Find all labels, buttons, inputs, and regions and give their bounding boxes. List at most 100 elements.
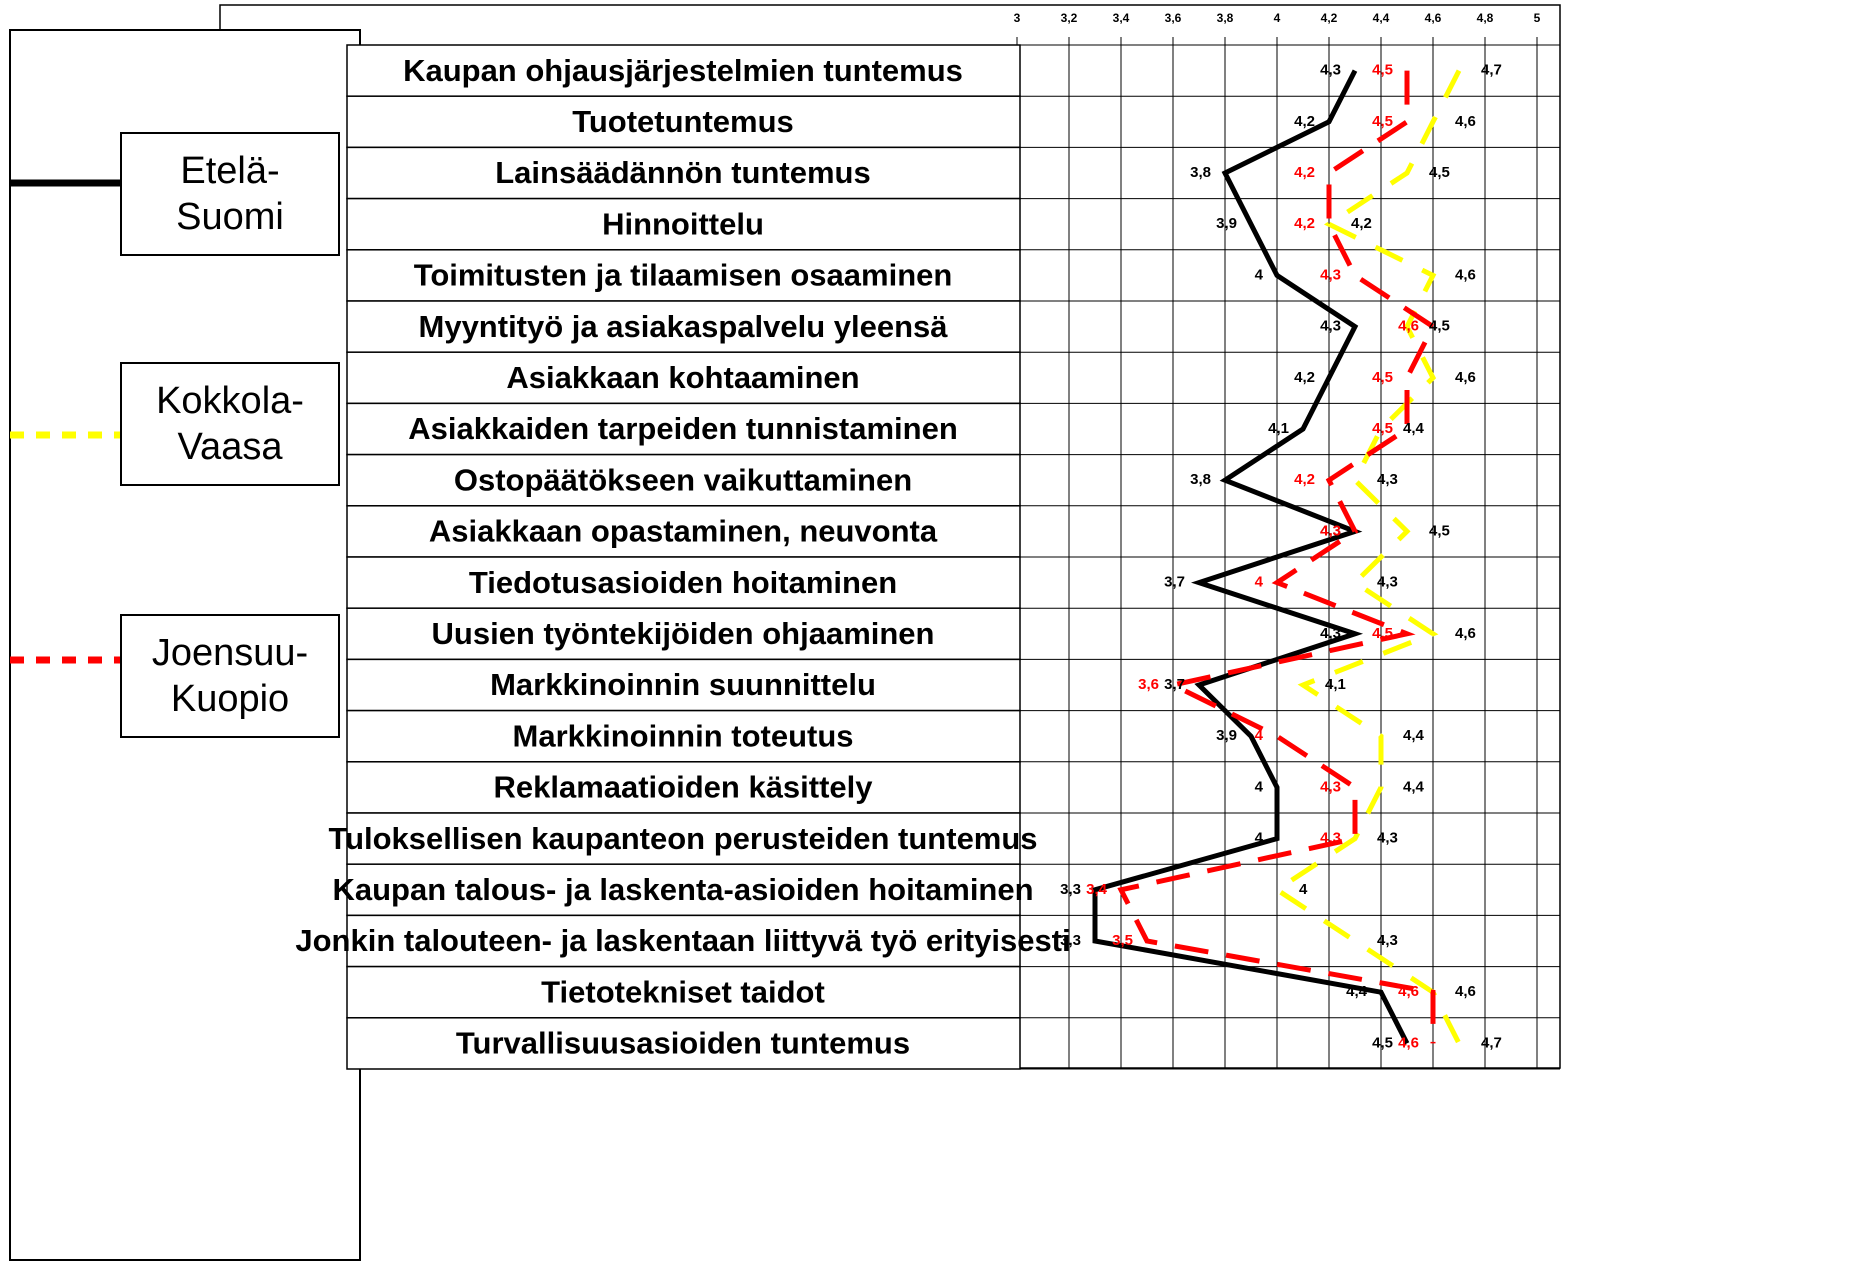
x-tick-label: 3,6 bbox=[1165, 11, 1182, 25]
category-label: Hinnoittelu bbox=[602, 206, 764, 241]
category-label: Tiedotusasioiden hoitaminen bbox=[469, 565, 897, 600]
data-label: 4,6 bbox=[1455, 113, 1476, 130]
category-box bbox=[346, 300, 1021, 353]
x-tick-label: 4 bbox=[1274, 11, 1281, 25]
data-label: 4,3 bbox=[1320, 266, 1341, 283]
data-label: 4,3 bbox=[1320, 830, 1341, 847]
data-label: 3,7 bbox=[1164, 574, 1185, 591]
data-label: 4,4 bbox=[1403, 420, 1425, 437]
data-label: 4,3 bbox=[1320, 522, 1341, 539]
category-label: Tietotekniset taidot bbox=[541, 974, 825, 1009]
category-box bbox=[346, 249, 1021, 302]
data-label: 4,6 bbox=[1398, 318, 1419, 335]
category-box bbox=[346, 761, 1021, 814]
data-label: 4 bbox=[1255, 778, 1264, 795]
category-label: Jonkin talouteen- ja laskentaan liittyvä… bbox=[295, 923, 1070, 958]
data-label: 4,3 bbox=[1377, 830, 1398, 847]
x-tick-label: 4,6 bbox=[1425, 11, 1442, 25]
data-label: 3,4 bbox=[1086, 881, 1108, 898]
x-tick-label: 5 bbox=[1534, 11, 1541, 25]
category-box bbox=[346, 95, 1021, 149]
data-label: 3,9 bbox=[1216, 215, 1237, 232]
data-label: 4 bbox=[1255, 266, 1264, 283]
category-label: Tuotetuntemus bbox=[572, 104, 794, 139]
data-label: 4,5 bbox=[1372, 625, 1393, 642]
x-tick-label: 3,8 bbox=[1217, 11, 1234, 25]
data-label: 4,6 bbox=[1455, 369, 1476, 386]
category-label: Markkinoinnin suunnittelu bbox=[490, 667, 876, 702]
data-label: 4 bbox=[1255, 727, 1264, 744]
data-label: 4,6 bbox=[1398, 1034, 1419, 1051]
data-label: 4,5 bbox=[1372, 369, 1393, 386]
category-label: Asiakkaan opastaminen, neuvonta bbox=[429, 514, 938, 549]
legend-entry: Etelä-Suomi bbox=[120, 132, 340, 256]
data-label: 4,7 bbox=[1481, 62, 1502, 79]
category-label: Uusien työntekijöiden ohjaaminen bbox=[432, 616, 935, 651]
category-box bbox=[346, 44, 1021, 97]
data-label: 3,3 bbox=[1060, 881, 1081, 898]
data-label: 4,5 bbox=[1372, 420, 1393, 437]
data-label: 4,7 bbox=[1481, 1034, 1502, 1051]
series-line bbox=[1092, 69, 1410, 1045]
data-label: 4,6 bbox=[1455, 983, 1476, 1000]
category-label: Lainsäädännön tuntemus bbox=[495, 155, 870, 190]
data-label: 3,9 bbox=[1216, 727, 1237, 744]
category-label: Tuloksellisen kaupanteon perusteiden tun… bbox=[328, 821, 1037, 856]
data-label: 4,2 bbox=[1294, 369, 1315, 386]
x-tick-label: 3 bbox=[1014, 11, 1021, 25]
x-tick-label: 4,2 bbox=[1321, 11, 1338, 25]
x-tick-label: 4,8 bbox=[1477, 11, 1494, 25]
data-label: 4,2 bbox=[1294, 113, 1315, 130]
category-label: Asiakkaan kohtaaminen bbox=[506, 360, 859, 395]
data-label: 4,1 bbox=[1268, 420, 1289, 437]
data-label: 4,6 bbox=[1398, 983, 1419, 1000]
data-label: 4,5 bbox=[1372, 1034, 1393, 1051]
data-label: 4 bbox=[1255, 830, 1264, 847]
category-box bbox=[346, 402, 1021, 456]
category-label: Asiakkaiden tarpeiden tunnistaminen bbox=[408, 411, 958, 446]
data-label: 4,3 bbox=[1377, 574, 1398, 591]
data-label: 4,3 bbox=[1320, 778, 1341, 795]
category-box bbox=[346, 351, 1021, 405]
data-label: 4,4 bbox=[1346, 983, 1368, 1000]
data-label: 4,5 bbox=[1372, 62, 1393, 79]
category-box bbox=[346, 863, 1021, 917]
x-tick-label: 3,2 bbox=[1061, 11, 1078, 25]
data-label: 4,3 bbox=[1320, 625, 1341, 642]
category-box bbox=[346, 1017, 1021, 1070]
data-label: 4,5 bbox=[1429, 522, 1450, 539]
x-tick-label: 3,4 bbox=[1113, 11, 1130, 25]
category-box bbox=[346, 505, 1021, 558]
data-label: 4,2 bbox=[1294, 164, 1315, 181]
category-label: Kaupan ohjausjärjestelmien tuntemus bbox=[403, 53, 963, 88]
category-box bbox=[346, 146, 1021, 200]
data-label: 4,4 bbox=[1403, 727, 1425, 744]
data-label: 4,3 bbox=[1320, 62, 1341, 79]
data-label: 4,5 bbox=[1372, 113, 1393, 130]
data-label: 4,3 bbox=[1377, 932, 1398, 949]
data-label: 4,3 bbox=[1320, 522, 1341, 539]
data-label: 4,6 bbox=[1455, 625, 1476, 642]
category-label: Reklamaatioiden käsittely bbox=[493, 770, 873, 805]
data-label: 4,6 bbox=[1455, 266, 1476, 283]
category-label: Myyntityö ja asiakaspalvelu yleensä bbox=[419, 309, 949, 344]
category-label: Toimitusten ja tilaamisen osaaminen bbox=[414, 258, 953, 293]
data-label: 4 bbox=[1299, 881, 1308, 898]
series-line bbox=[1272, 69, 1462, 1045]
category-box bbox=[346, 197, 1021, 251]
category-box bbox=[346, 965, 1021, 1019]
data-label: 3,7 bbox=[1164, 676, 1185, 693]
data-label: 4,3 bbox=[1377, 471, 1398, 488]
data-label: 4,3 bbox=[1320, 318, 1341, 335]
data-label: 4,4 bbox=[1403, 778, 1425, 795]
category-box bbox=[346, 658, 1021, 712]
x-tick-label: 4,4 bbox=[1373, 11, 1390, 25]
data-label: 3,8 bbox=[1190, 164, 1211, 181]
data-label: 4,5 bbox=[1429, 164, 1450, 181]
series-line bbox=[1117, 70, 1437, 1044]
category-box bbox=[346, 709, 1021, 763]
legend-entry: Kokkola-Vaasa bbox=[120, 362, 340, 486]
category-box bbox=[346, 914, 1021, 968]
